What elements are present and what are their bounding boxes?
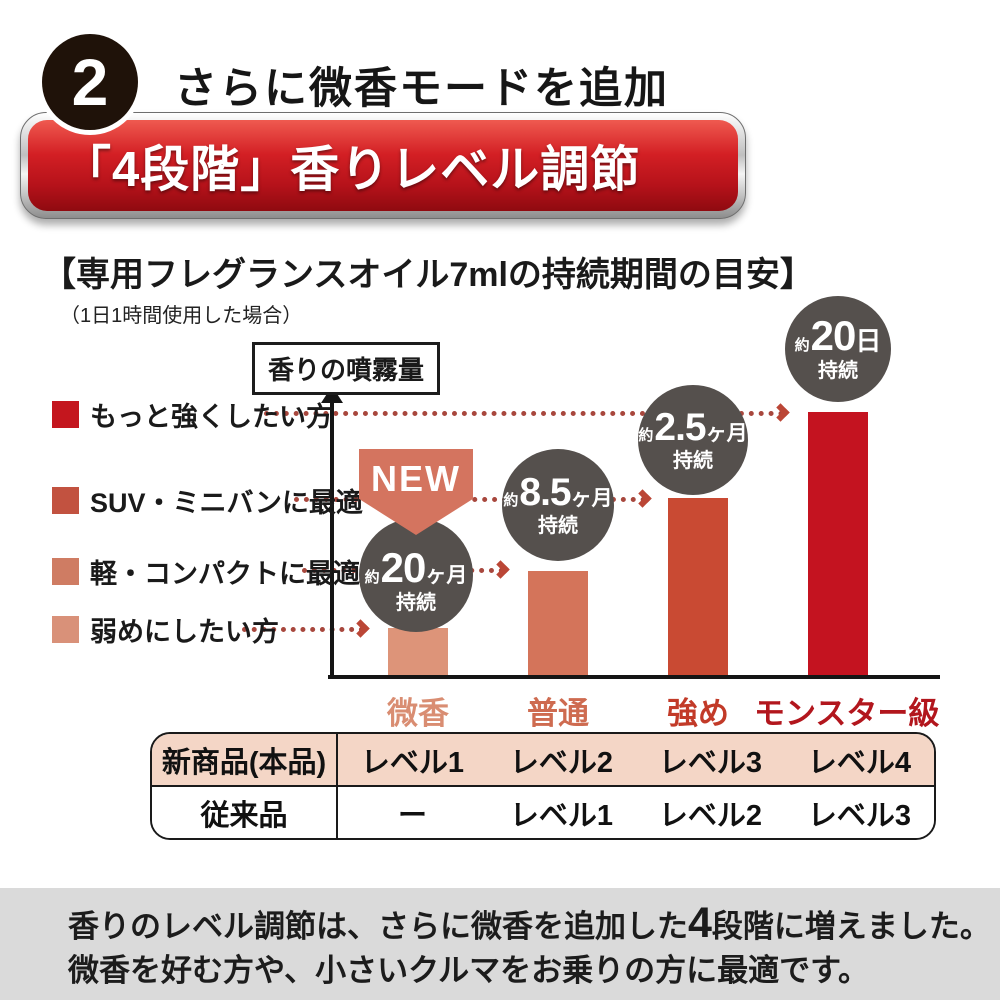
duration-value: 約 8.5 ヶ月 (503, 473, 612, 512)
duration-bubble: 約 20 ヶ月 持続 (359, 518, 473, 632)
legend-label: 軽・コンパクトに最適 (90, 558, 360, 589)
chart-subtitle: （1日1時間使用した場合） (60, 305, 303, 327)
arrow-head-icon (633, 489, 652, 508)
duration-suffix: 持続 (818, 360, 858, 382)
duration-number: 2.5 (654, 405, 706, 449)
chart-title: 【専用フレグランスオイル7mlの持続期間の目安】 (42, 256, 814, 294)
comparison-table: 新商品(本品) レベル1 レベル2 レベル3 レベル4 従来品 ー レベル1 レ… (150, 732, 936, 840)
table-cell: ー (397, 799, 427, 832)
duration-unit: ヶ月 (705, 421, 748, 445)
table-cell: レベル4 (807, 746, 912, 779)
level-banner-label: 「4段階」香りレベル調節 (62, 143, 641, 197)
table-cell: レベル1 (509, 799, 614, 832)
approx-prefix: 約 (794, 337, 810, 354)
y-axis-label: 香りの噴霧量 (252, 342, 441, 395)
category-label-normal: 普通 (527, 696, 589, 731)
table-row-previous-product: 従来品 ー レベル1 レベル2 レベル3 (152, 787, 934, 838)
duration-bubble: 約 8.5 ヶ月 持続 (502, 449, 614, 561)
arrow-head-icon (351, 619, 370, 638)
legend-label: もっと強くしたい方 (90, 401, 333, 432)
footer-line-2: 微香を好む方や、小さいクルマをお乗りの方に最適です。 (68, 953, 870, 988)
legend-swatch (52, 486, 79, 514)
duration-number: 20 (810, 312, 857, 359)
legend-item-weak: 弱めにしたい方 (52, 615, 279, 647)
legend-label: 弱めにしたい方 (90, 616, 279, 647)
footer-text: 段階に増えました。 (711, 909, 991, 944)
bar-level4-monster (808, 412, 868, 676)
legend-item-compact: 軽・コンパクトに最適 (52, 557, 360, 589)
duration-bubble: 約 2.5 ヶ月 持続 (638, 385, 748, 495)
step-number-badge: 2 (42, 34, 138, 130)
legend-swatch (52, 557, 79, 585)
duration-suffix: 持続 (673, 449, 713, 472)
x-axis (328, 675, 940, 679)
duration-unit: ヶ月 (425, 564, 468, 587)
duration-value: 約 2.5 ヶ月 (638, 408, 747, 447)
dotted-arrow (242, 627, 364, 632)
page-title: さらに微香モードを追加 (174, 65, 669, 113)
level-banner-background: 「4段階」香りレベル調節 (28, 120, 738, 211)
duration-value: 約 20 日 (795, 315, 882, 357)
category-label-mild: 微香 (387, 696, 449, 731)
table-cell: レベル2 (509, 746, 614, 779)
duration-unit: ヶ月 (570, 486, 613, 510)
duration-value: 約 20 ヶ月 (365, 547, 468, 589)
legend-label: SUV・ミニバンに最適 (90, 487, 363, 518)
duration-bubble: 約 20 日 持続 (785, 296, 891, 402)
table-cell: レベル3 (807, 799, 912, 832)
table-cell: レベル3 (658, 746, 763, 779)
dotted-arrow (264, 411, 784, 416)
duration-unit: 日 (855, 326, 882, 356)
footer-text: 香りのレベル調節は、さらに微香を追加した (68, 909, 688, 944)
new-badge-label: NEW (371, 458, 461, 499)
legend-item-strongest: もっと強くしたい方 (52, 400, 333, 432)
bar-level3-strong (668, 498, 728, 676)
table-cell: レベル1 (360, 746, 465, 779)
duration-suffix: 持続 (538, 514, 578, 537)
approx-prefix: 約 (364, 569, 380, 586)
category-label-monster: モンスター級 (754, 696, 940, 731)
y-axis (330, 400, 334, 678)
table-cell: レベル2 (658, 799, 763, 832)
footer-emphasis-number: 4 (688, 899, 712, 947)
row-header: 従来品 (152, 787, 338, 838)
footer-note: 香りのレベル調節は、さらに微香を追加した4段階に増えました。 微香を好む方や、小… (0, 888, 1000, 1000)
arrow-head-icon (491, 560, 510, 579)
duration-number: 20 (380, 544, 427, 591)
category-label-strong: 強め (667, 696, 729, 731)
table-row-new-product: 新商品(本品) レベル1 レベル2 レベル3 レベル4 (152, 734, 934, 787)
level-banner: 「4段階」香りレベル調節 (20, 112, 746, 219)
bar-level1-mild (388, 628, 448, 676)
new-badge: NEW (359, 449, 473, 535)
legend-item-suv: SUV・ミニバンに最適 (52, 486, 363, 518)
row-header: 新商品(本品) (152, 734, 338, 785)
approx-prefix: 約 (503, 491, 519, 509)
bar-level2-normal (528, 571, 588, 676)
duration-suffix: 持続 (396, 592, 436, 614)
legend-swatch (52, 400, 79, 428)
arrow-head-icon (771, 403, 790, 422)
legend-swatch (52, 615, 79, 643)
footer-line-1: 香りのレベル調節は、さらに微香を追加した4段階に増えました。 (68, 901, 1000, 949)
duration-number: 8.5 (519, 470, 571, 514)
approx-prefix: 約 (638, 426, 654, 444)
